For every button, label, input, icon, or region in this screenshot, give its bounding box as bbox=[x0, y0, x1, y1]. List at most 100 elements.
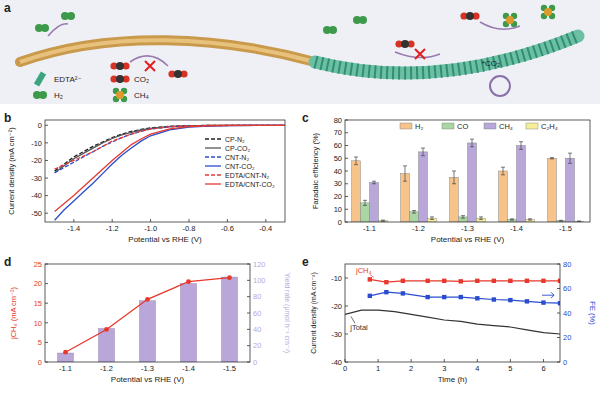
x-tick bbox=[444, 359, 445, 362]
bar bbox=[419, 152, 428, 222]
y-tick bbox=[247, 280, 250, 281]
x-tick bbox=[73, 219, 74, 222]
series-line bbox=[55, 125, 285, 211]
legend-swatch bbox=[205, 147, 221, 148]
marker bbox=[425, 295, 429, 299]
y-tick bbox=[345, 158, 348, 159]
y-tick-label: -10 bbox=[331, 274, 342, 283]
edta-icon bbox=[34, 71, 46, 86]
bar bbox=[566, 158, 575, 222]
y-axis-label: Current density (mA cm⁻²) bbox=[7, 127, 16, 215]
panel-label: b bbox=[4, 111, 11, 125]
legend-label: CP-N₂ bbox=[225, 136, 245, 143]
y-tick bbox=[45, 283, 48, 284]
legend-swatch bbox=[400, 123, 412, 129]
series-annotation: jCH₄ bbox=[355, 266, 372, 275]
y-tick-label: -30 bbox=[31, 174, 42, 183]
atom bbox=[116, 75, 124, 83]
marker bbox=[508, 279, 512, 283]
y-tick bbox=[45, 213, 48, 214]
molecule bbox=[33, 91, 47, 99]
molecule bbox=[110, 62, 129, 70]
series-line bbox=[345, 310, 560, 334]
error-bar bbox=[501, 167, 505, 175]
y-tick bbox=[247, 329, 250, 330]
panel-label: c bbox=[302, 111, 309, 125]
error-bar bbox=[381, 220, 385, 221]
molecule bbox=[353, 16, 367, 24]
x-tick-label: 3 bbox=[442, 364, 446, 373]
x-tick bbox=[411, 359, 412, 362]
y2-axis-label: Yield rate (μmol h⁻¹ cm⁻²) bbox=[283, 273, 291, 353]
marker bbox=[368, 294, 372, 298]
figure: a*CO₂EDTA²⁻CO₂H₂CH₄b-1.4-1.2-1.0-0.8-0.6… bbox=[0, 0, 600, 394]
marker bbox=[401, 279, 405, 283]
y-tick bbox=[45, 303, 48, 304]
y-axis-label: Faradaic efficiency (%) bbox=[311, 132, 320, 209]
y-tick bbox=[345, 222, 348, 223]
x-tick-label: 2 bbox=[409, 364, 413, 373]
y-tick bbox=[45, 362, 48, 363]
panel-label: a bbox=[4, 1, 11, 15]
x-tick bbox=[265, 219, 266, 222]
x-axis-label: Potential vs RHE (V) bbox=[431, 235, 505, 244]
legend-swatch bbox=[205, 156, 221, 157]
atom bbox=[116, 62, 124, 70]
y-tick-label: -30 bbox=[331, 330, 342, 339]
y2-axis-label: FE (%) bbox=[588, 301, 597, 325]
legend-label: C₂H₄ bbox=[541, 122, 558, 131]
y-tick bbox=[345, 196, 348, 197]
marker bbox=[425, 279, 429, 283]
legend-label: H₂ bbox=[415, 122, 423, 131]
x-tick bbox=[477, 359, 478, 362]
legend-label: CH₄ bbox=[134, 91, 149, 100]
marker bbox=[442, 295, 446, 299]
x-tick-label: -1.3 bbox=[141, 364, 154, 373]
x-tick bbox=[543, 359, 544, 362]
y-tick bbox=[557, 288, 560, 289]
y-tick bbox=[345, 183, 348, 184]
molecule bbox=[323, 26, 337, 34]
y-tick-label: -10 bbox=[31, 139, 42, 148]
series-line bbox=[55, 125, 285, 171]
x-tick bbox=[189, 219, 190, 222]
x-tick-label: -1.2 bbox=[100, 364, 113, 373]
marker bbox=[368, 277, 372, 281]
rod bbox=[20, 40, 315, 62]
background bbox=[0, 0, 600, 104]
y-tick-label: 70 bbox=[334, 128, 342, 137]
cross bbox=[415, 49, 425, 59]
legend-swatch bbox=[526, 123, 538, 129]
y-tick bbox=[557, 362, 560, 363]
y-tick-label: 0 bbox=[38, 358, 42, 367]
series-line bbox=[370, 279, 560, 282]
legend-swatch bbox=[484, 123, 496, 129]
bar bbox=[370, 182, 379, 222]
y-tick-label: 0 bbox=[338, 218, 342, 227]
bar bbox=[517, 146, 526, 223]
y-tick-label: 60 bbox=[253, 309, 261, 318]
series-line bbox=[55, 125, 285, 169]
legend-swatch bbox=[205, 138, 221, 139]
y-tick bbox=[557, 264, 560, 265]
y-tick-label: -40 bbox=[331, 358, 342, 367]
molecule bbox=[541, 5, 555, 19]
error-bar bbox=[568, 153, 572, 163]
x-tick-label: 6 bbox=[541, 364, 545, 373]
bar bbox=[181, 284, 197, 362]
y-tick-label: 80 bbox=[253, 292, 261, 301]
x-tick-label: -1.2 bbox=[106, 224, 119, 233]
y-tick-label: 80 bbox=[563, 260, 571, 269]
molecule bbox=[113, 88, 127, 102]
y-tick-label: 15 bbox=[34, 299, 42, 308]
y-tick-label: 0 bbox=[563, 358, 567, 367]
error-bar bbox=[412, 211, 416, 214]
series-annotation: jTotal bbox=[349, 323, 368, 332]
y-tick bbox=[45, 125, 48, 126]
y-tick-label: 0 bbox=[253, 358, 257, 367]
atom bbox=[401, 40, 409, 48]
error-bar bbox=[452, 171, 456, 184]
legend-label: EDTA/CNT-CO₂ bbox=[225, 181, 275, 188]
marker bbox=[401, 291, 405, 295]
molecule bbox=[395, 40, 414, 48]
